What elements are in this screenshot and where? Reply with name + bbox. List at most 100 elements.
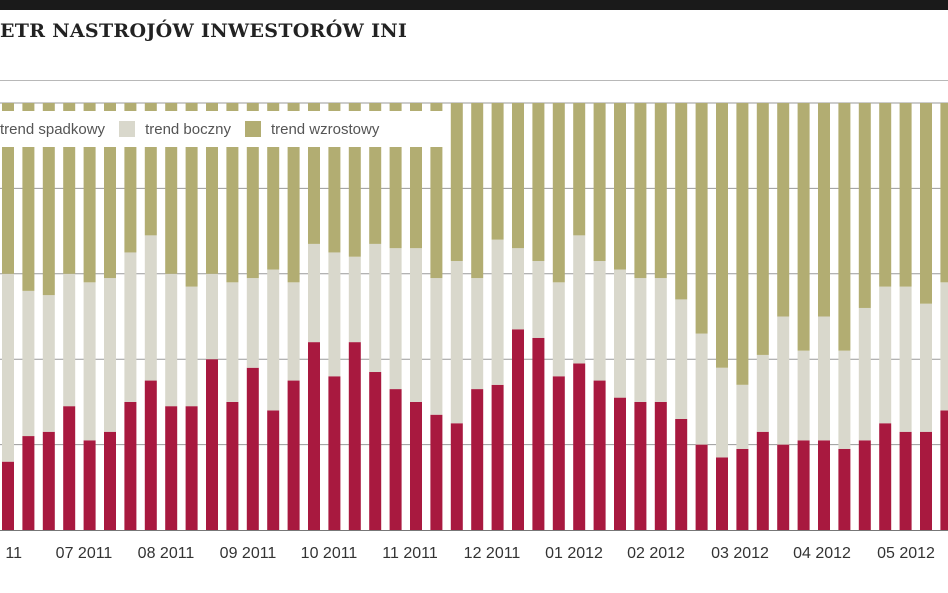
- bar-segment-s2-28: [573, 103, 586, 236]
- bar-segment-s1-16: [328, 252, 341, 377]
- bar-segment-s0-5: [104, 431, 116, 530]
- x-tick-label-6: 12 2011: [464, 545, 521, 562]
- bar-segment-s1-32: [654, 278, 667, 402]
- bar-segment-s1-14: [287, 282, 300, 381]
- bar-segment-s1-18: [369, 243, 382, 373]
- bar-segment-s0-10: [206, 359, 218, 530]
- bar-segment-s0-18: [369, 372, 382, 530]
- bar-segment-s2-11: [226, 103, 239, 283]
- legend-item-spadkowy: trend spadkowy: [0, 121, 105, 138]
- bar-segment-s2-12: [246, 103, 259, 279]
- bar-segment-s0-36: [736, 448, 749, 530]
- x-tick-label-7: 01 2012: [545, 545, 603, 562]
- bar-segment-s2-30: [614, 103, 626, 270]
- legend-label-spadkowy: trend spadkowy: [0, 120, 106, 138]
- bar-segment-s0-41: [838, 448, 851, 530]
- bar-segment-s1-8: [165, 273, 178, 407]
- bar-segment-s0-37: [756, 431, 769, 530]
- bar-segment-s2-36: [736, 103, 749, 385]
- bar-segment-s0-20: [410, 401, 422, 530]
- bar-segment-s2-22: [450, 103, 463, 261]
- bar-segment-s0-22: [450, 423, 463, 530]
- chart-legend: trend spadkowy trend boczny trend wzrost…: [0, 111, 446, 147]
- bar-segment-s1-3: [63, 273, 76, 407]
- x-tick-label-9: 03 2012: [711, 545, 769, 562]
- bar-segment-s0-16: [328, 376, 341, 530]
- bar-segment-s1-1: [22, 290, 35, 437]
- bar-segment-s1-30: [614, 269, 626, 398]
- x-tick-label-11: 05 2012: [877, 545, 935, 562]
- bar-segment-s2-23: [471, 103, 484, 279]
- bar-segment-s0-34: [695, 444, 708, 530]
- bar-segment-s0-17: [348, 342, 361, 530]
- bar-segment-s0-27: [552, 376, 565, 530]
- bar-segment-s1-19: [389, 248, 402, 390]
- bar-segment-s1-21: [430, 278, 443, 415]
- bar-segment-s1-35: [716, 367, 728, 458]
- bar-segment-s1-15: [308, 243, 320, 343]
- bar-segment-s0-21: [430, 414, 443, 530]
- bar-segment-s1-22: [450, 260, 463, 424]
- bar-segment-s2-45: [920, 103, 932, 304]
- bar-segment-s1-10: [206, 273, 218, 360]
- bar-segment-s2-4: [83, 103, 96, 283]
- bar-segment-s1-26: [532, 260, 545, 338]
- bar-segment-s0-43: [879, 423, 892, 530]
- bar-segment-s2-26: [532, 103, 545, 261]
- bar-segment-s2-1: [22, 103, 35, 291]
- bar-segment-s2-35: [716, 103, 728, 368]
- bar-segment-s0-25: [512, 329, 524, 530]
- bar-segment-s1-42: [858, 307, 871, 441]
- bar-segment-s0-3: [63, 406, 76, 530]
- bar-segment-s0-24: [491, 384, 504, 530]
- bar-segment-s2-33: [675, 103, 688, 300]
- bar-segment-s0-7: [144, 380, 157, 530]
- bar-segment-s1-46: [940, 282, 948, 411]
- bar-segment-s1-7: [144, 235, 157, 381]
- bar-segment-s0-44: [899, 431, 912, 530]
- bar-segment-s0-0: [2, 461, 14, 530]
- top-bar: [0, 0, 948, 10]
- bar-segment-s2-25: [512, 103, 524, 249]
- bar-segment-s1-12: [246, 278, 259, 368]
- bar-segment-s0-12: [246, 367, 259, 530]
- bar-segment-s1-25: [512, 248, 524, 330]
- bar-segment-s1-2: [42, 295, 55, 432]
- legend-label-wzrostowy: trend wzrostowy: [270, 120, 380, 138]
- bar-segment-s2-42: [858, 103, 871, 308]
- bar-segment-s1-37: [756, 354, 769, 432]
- legend-item-wzrostowy: trend wzrostowy: [244, 120, 380, 138]
- legend-swatch-wzrostowy: [244, 121, 261, 137]
- bar-segment-s0-13: [267, 410, 280, 530]
- bar-segment-s2-24: [491, 103, 504, 240]
- bar-segment-s0-15: [308, 342, 320, 530]
- x-tick-label-4: 10 2011: [301, 545, 358, 562]
- bar-segment-s0-42: [858, 440, 871, 530]
- bar-segment-s1-31: [634, 278, 647, 402]
- bar-segment-s0-31: [634, 401, 647, 530]
- legend-label-boczny: trend boczny: [145, 120, 231, 138]
- bar-segment-s0-14: [287, 380, 300, 530]
- bar-segment-s0-23: [471, 389, 484, 530]
- bar-segment-s0-29: [593, 380, 606, 530]
- bar-segment-s1-33: [675, 299, 688, 419]
- bar-segment-s0-4: [83, 440, 96, 530]
- bar-segment-s2-27: [552, 103, 565, 283]
- bar-segment-s1-24: [491, 239, 504, 385]
- bar-segment-s0-30: [614, 397, 626, 530]
- bar-segment-s0-45: [920, 431, 932, 530]
- bar-segment-s2-43: [879, 103, 892, 287]
- bar-segment-s2-14: [287, 103, 300, 283]
- bar-segment-s1-5: [104, 278, 116, 432]
- bar-segment-s0-28: [573, 363, 586, 530]
- bar-segment-s0-35: [716, 457, 728, 530]
- bar-segment-s1-13: [267, 269, 280, 411]
- x-tick-label-10: 04 2012: [793, 545, 851, 562]
- bar-segment-s2-44: [899, 103, 912, 287]
- bar-segment-s1-29: [593, 260, 606, 381]
- x-tick-label-0: 11: [5, 545, 22, 562]
- bar-segment-s0-1: [22, 436, 35, 530]
- bar-segment-s0-38: [777, 444, 790, 530]
- bar-segment-s2-29: [593, 103, 606, 261]
- bar-segment-s2-39: [797, 103, 810, 351]
